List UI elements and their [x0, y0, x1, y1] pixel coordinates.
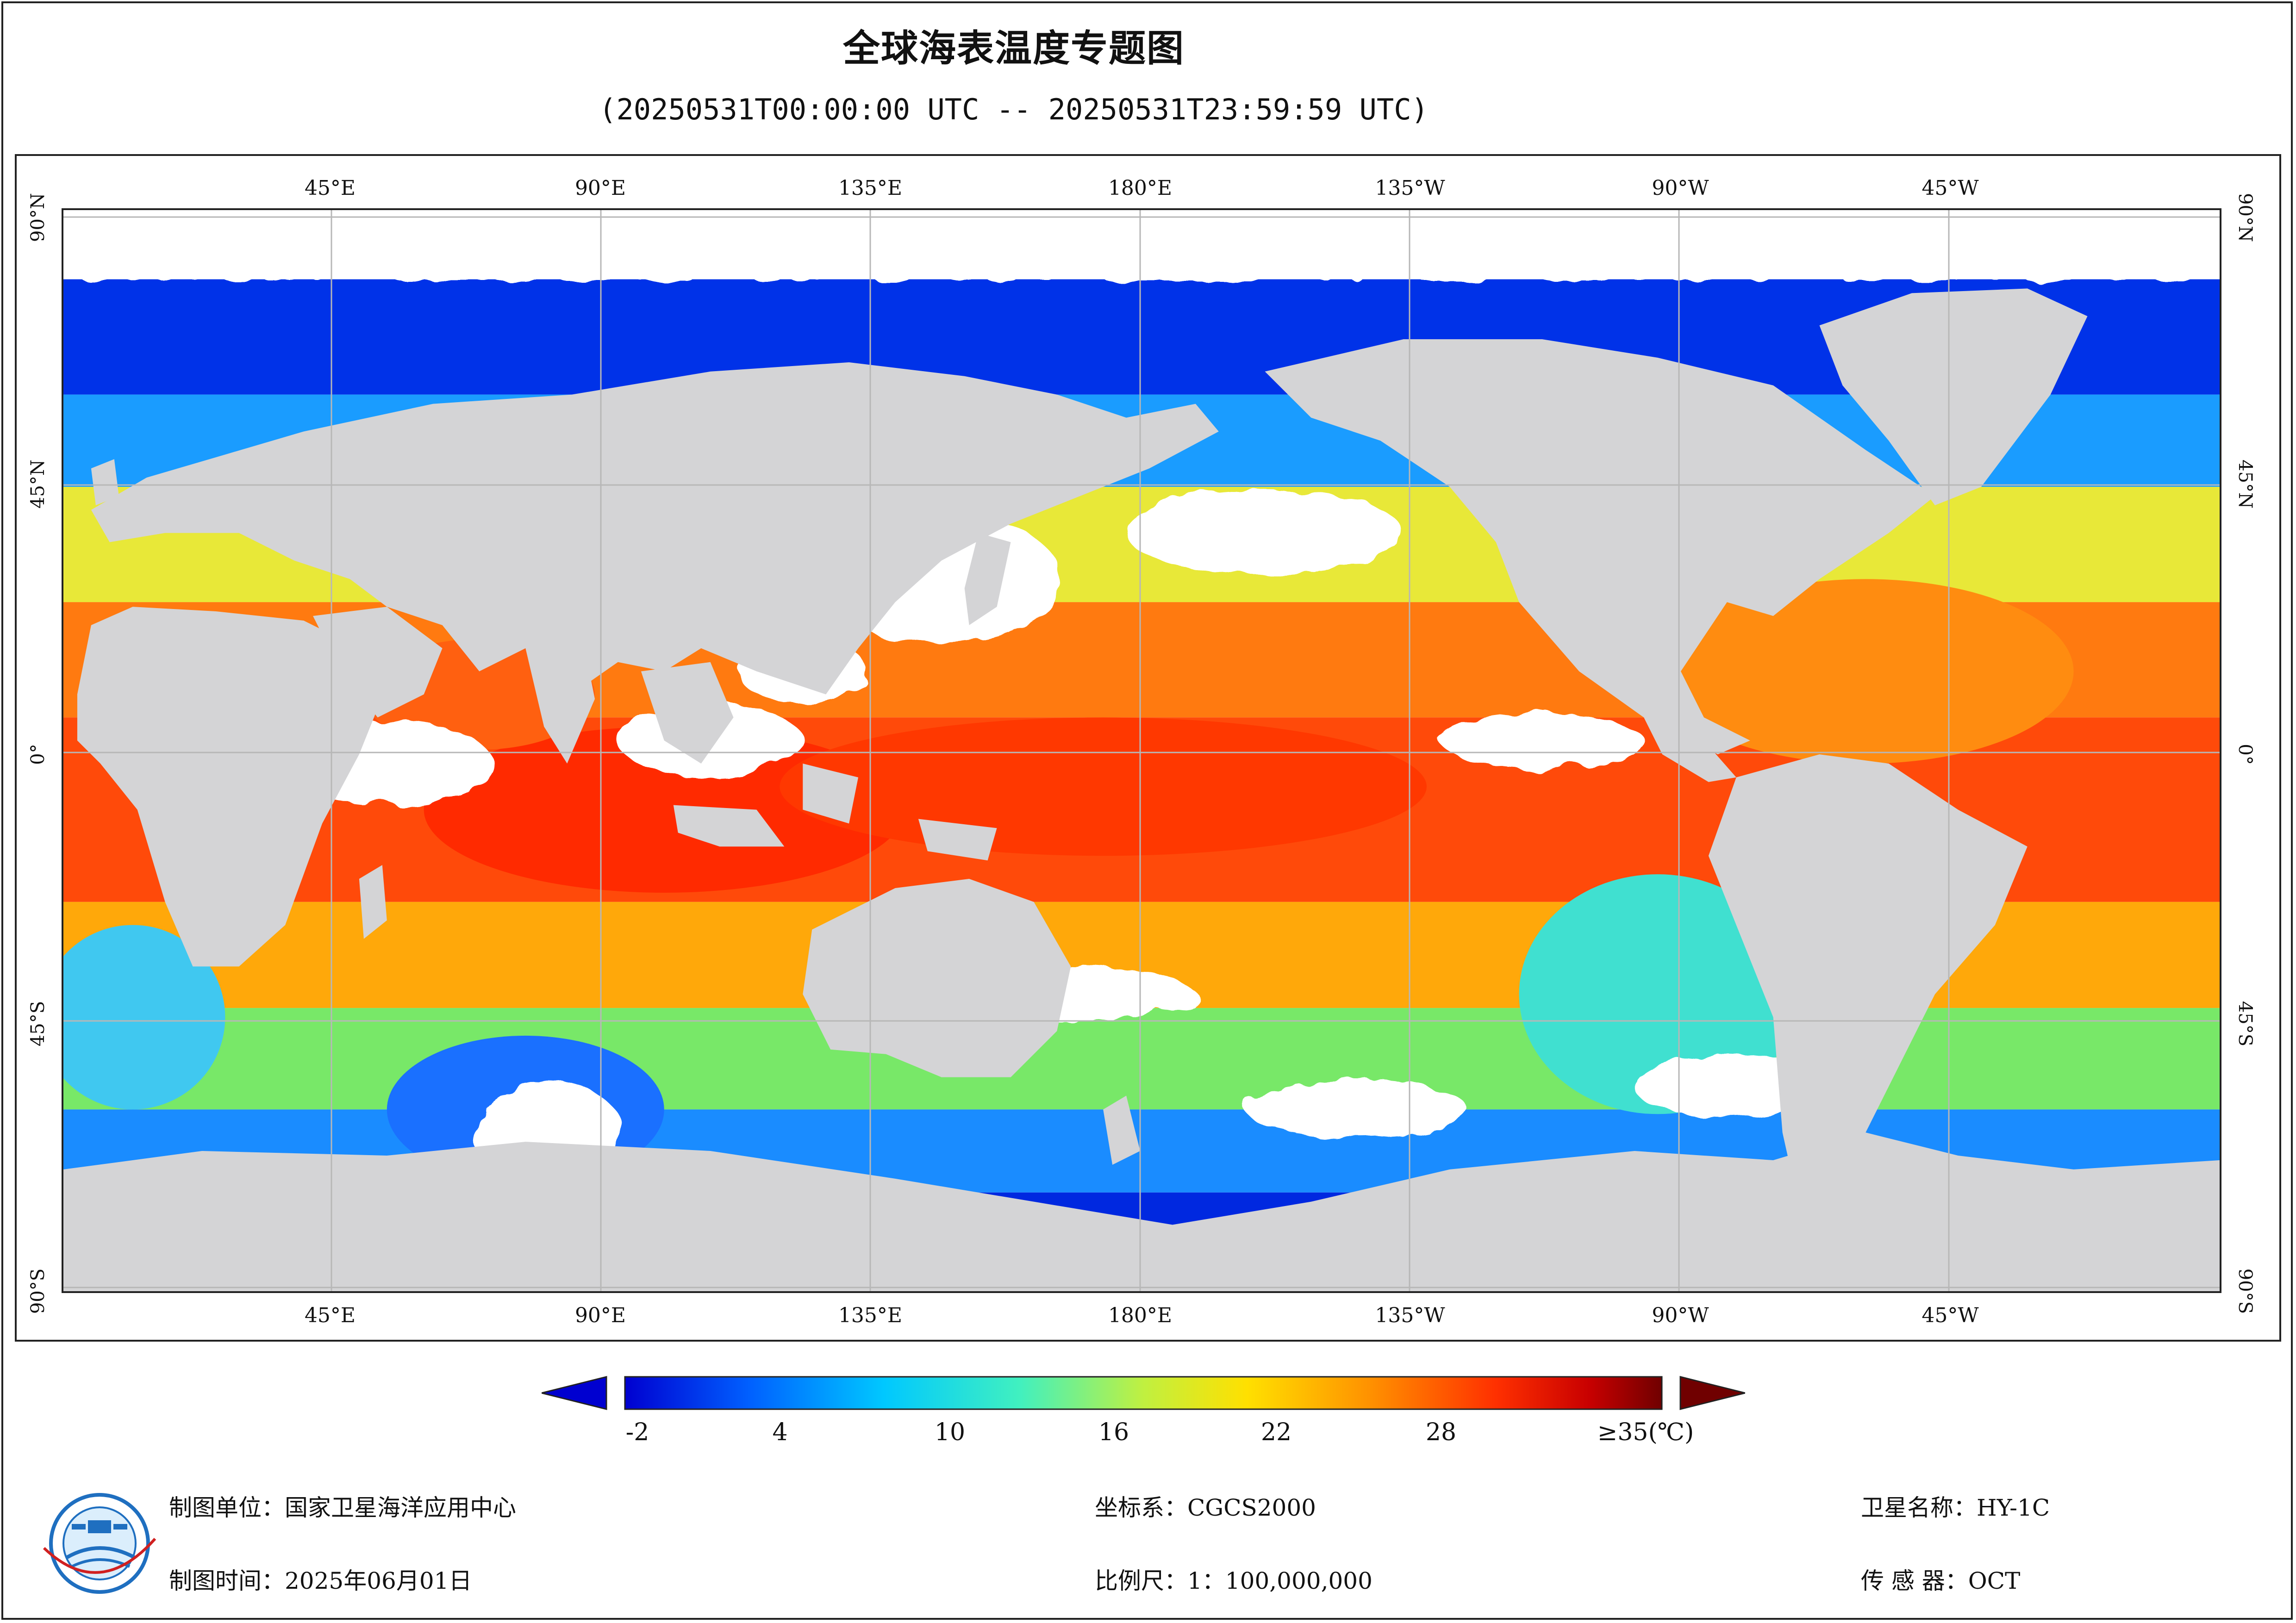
- footer-satellite-name: 卫星名称：HY-1C: [1861, 1494, 2050, 1521]
- footer-sensor: 传 感 器：OCT: [1861, 1567, 2021, 1594]
- land-central-america: [1644, 717, 1736, 782]
- map-frame: [15, 154, 2281, 1342]
- land-layer: [63, 288, 2220, 1291]
- footer-map-unit: 制图单位：国家卫星海洋应用中心: [169, 1494, 516, 1521]
- lat-label-left-45n: 45°N: [27, 460, 49, 509]
- land-se-asia: [641, 662, 734, 764]
- graticule: [63, 210, 2220, 1291]
- lon-label-top-180: 180°E: [1108, 176, 1173, 200]
- sst-colorbar: [542, 1376, 1745, 1410]
- lat-label-right-45s: 45°S: [2234, 1001, 2256, 1047]
- lon-label-bottom-135w: 135°W: [1375, 1304, 1445, 1327]
- lon-label-bottom-90w: 90°W: [1652, 1304, 1709, 1327]
- land-new-zealand: [1103, 1095, 1141, 1165]
- lon-label-top-135w: 135°W: [1375, 176, 1445, 200]
- land-madagascar: [359, 865, 387, 939]
- footer-coordinate-system: 坐标系：CGCS2000: [1095, 1494, 1316, 1521]
- lat-label-right-45n: 45°N: [2234, 460, 2256, 509]
- colorbar-tick-16: 16: [1098, 1418, 1129, 1446]
- colorbar-tick-28: 28: [1425, 1418, 1457, 1446]
- lon-label-bottom-135e: 135°E: [838, 1304, 903, 1327]
- land-japan: [964, 533, 1011, 625]
- colorbar-tick-22: 22: [1260, 1418, 1292, 1446]
- colorbar-tick-35-unit: ≥35(℃): [1597, 1418, 1694, 1446]
- land-indonesia: [673, 805, 785, 847]
- land-africa: [77, 607, 378, 967]
- footer-scale: 比例尺：1：100,000,000: [1095, 1567, 1373, 1594]
- lat-label-left-0: 0°: [27, 744, 49, 765]
- land-antarctica: [63, 1132, 2220, 1291]
- colorbar-gradient: [624, 1376, 1663, 1410]
- land-south-america: [1708, 754, 2028, 1216]
- sst-warm-pool-central-pacific: [780, 717, 1427, 856]
- sst-cool-south-atlantic: [63, 925, 225, 1110]
- sst-warm-north-atlantic: [1658, 579, 2074, 764]
- land-greenland: [1819, 288, 2088, 505]
- map-time-range: (20250531T00:00:00 UTC -- 20250531T23:59…: [599, 93, 1429, 126]
- land-india: [525, 648, 595, 764]
- land-arabia: [313, 607, 443, 718]
- colorbar-tick-10: 10: [934, 1418, 966, 1446]
- footer-map-time: 制图时间：2025年06月01日: [169, 1567, 472, 1594]
- lat-label-right-90s: 90°S: [2234, 1268, 2256, 1314]
- lon-label-top-45w: 45°W: [1922, 176, 1979, 200]
- lon-label-bottom-45e: 45°E: [304, 1304, 356, 1327]
- colorbar-tick-4: 4: [772, 1418, 788, 1446]
- lat-label-right-0: 0°: [2234, 744, 2256, 765]
- land-north-america: [1265, 339, 1935, 754]
- colorbar-under-arrow: [542, 1376, 607, 1410]
- lon-label-top-90e: 90°E: [574, 176, 626, 200]
- colorbar-tick-minus2: -2: [625, 1418, 649, 1446]
- sst-map: [62, 208, 2221, 1293]
- lon-label-bottom-90e: 90°E: [574, 1304, 626, 1327]
- lon-label-bottom-180: 180°E: [1108, 1304, 1173, 1327]
- lat-label-left-45s: 45°S: [27, 1001, 49, 1047]
- colorbar-over-arrow: [1679, 1376, 1745, 1410]
- sst-cool-tongue-east-pacific: [1519, 874, 1797, 1114]
- lon-label-top-90w: 90°W: [1652, 176, 1709, 200]
- land-new-guinea: [918, 819, 997, 861]
- sst-warm-pool-west-pacific: [424, 727, 905, 893]
- lat-label-right-90n: 90°N: [2234, 193, 2256, 242]
- lon-label-top-135e: 135°E: [838, 176, 903, 200]
- lat-label-left-90n: 90°N: [27, 193, 49, 242]
- land-eurasia: [91, 362, 1219, 695]
- land-borneo: [803, 763, 859, 824]
- lat-label-left-90s: 90°S: [27, 1268, 49, 1314]
- sst-map-svg: [63, 210, 2220, 1291]
- lon-label-bottom-45w: 45°W: [1922, 1304, 1979, 1327]
- map-title: 全球海表温度专题图: [843, 27, 1185, 70]
- lon-label-top-45e: 45°E: [304, 176, 356, 200]
- nsoas-logo: [43, 1493, 156, 1594]
- land-uk: [91, 459, 119, 505]
